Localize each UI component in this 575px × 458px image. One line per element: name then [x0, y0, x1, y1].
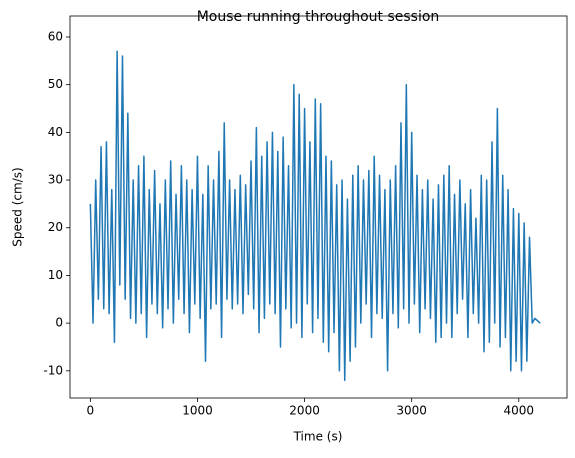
chart-title: Mouse running throughout session — [197, 9, 440, 25]
y-tick-label: 0 — [55, 316, 63, 330]
y-axis-label: Speed (cm/s) — [11, 167, 25, 246]
x-axis-label: Time (s) — [293, 430, 343, 444]
data-line — [89, 50, 541, 382]
x-tick-label: 2000 — [289, 404, 320, 418]
y-tick-label: 20 — [48, 220, 63, 234]
y-tick-label: 50 — [48, 77, 63, 91]
x-tick-label: 0 — [87, 404, 95, 418]
y-tick-label: 40 — [48, 125, 63, 139]
plot-frame — [69, 15, 568, 399]
x-tick-label: 4000 — [504, 404, 535, 418]
y-tick-label: 60 — [48, 29, 63, 43]
y-tick-label: -10 — [43, 363, 63, 377]
y-tick-label: 30 — [48, 173, 63, 187]
x-tick-label: 1000 — [182, 404, 213, 418]
y-tick-label: 10 — [48, 268, 63, 282]
x-tick-label: 3000 — [396, 404, 427, 418]
